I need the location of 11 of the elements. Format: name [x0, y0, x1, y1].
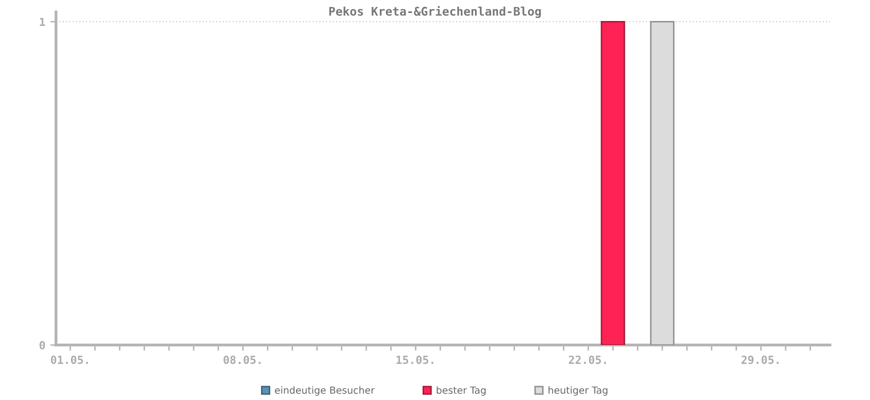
x-tick-label: 15.05. [396, 356, 434, 364]
x-tick-label: 22.05. [568, 356, 606, 364]
x-tick-label: 08.05. [224, 356, 261, 364]
y-tick-label: 1 [40, 18, 46, 26]
legend-label: heutiger Tag [548, 386, 608, 396]
chart-title: Pekos Kreta-&Griechenland-Blog [329, 6, 541, 18]
y-tick-label: 0 [40, 340, 45, 350]
legend-label: eindeutige Besucher [274, 386, 375, 396]
x-tick-label: 01.05. [50, 356, 88, 364]
legend-label: bester Tag [436, 386, 486, 396]
x-tick-label: 29.05. [741, 356, 779, 364]
